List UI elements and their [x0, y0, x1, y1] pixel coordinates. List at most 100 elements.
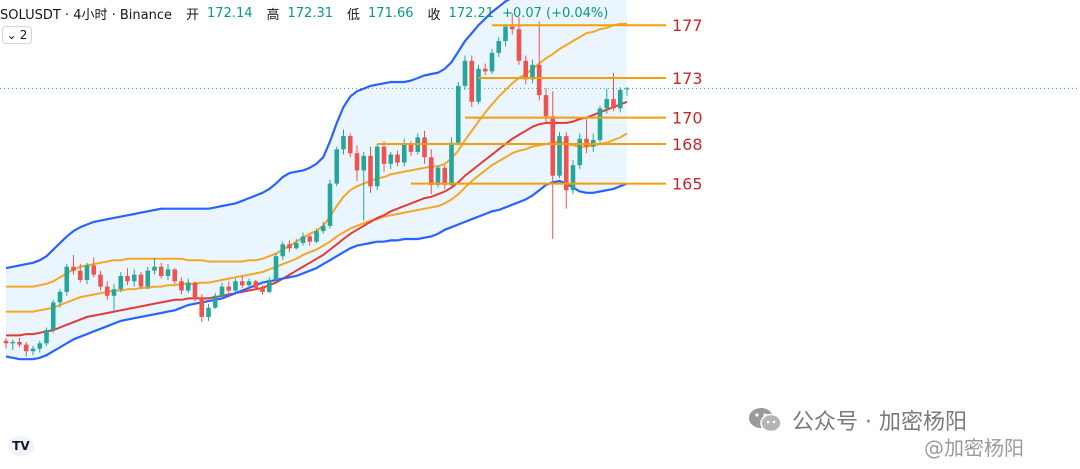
candle-body — [557, 136, 562, 176]
candle-body — [550, 116, 556, 176]
low-value: 171.66 — [368, 5, 414, 21]
candle-body — [300, 236, 306, 243]
level-label: 165 — [672, 175, 703, 194]
indicators-toggle-button[interactable]: ⌄ 2 — [2, 26, 32, 44]
candle-body — [10, 342, 16, 344]
candle-body — [368, 155, 373, 187]
candle-body — [192, 282, 198, 299]
candle-body — [320, 225, 326, 232]
symbol-legend: SOLUSDT · 4小时 · Binance 开 172.14 高 172.31 … — [0, 0, 608, 26]
candle-body — [91, 265, 97, 275]
watermark-wechat: 公众号 · 加密杨阳 — [748, 404, 967, 436]
candle-body — [206, 307, 211, 317]
candle-body — [219, 286, 225, 296]
candle-body — [523, 60, 529, 80]
candle-body — [145, 270, 151, 287]
candle-body — [226, 286, 232, 291]
high-value: 172.31 — [287, 5, 334, 21]
candle-body — [118, 276, 124, 290]
candle-body — [44, 330, 49, 344]
series-bollinger-lower — [5, 179, 628, 361]
candle-body — [381, 146, 387, 164]
close-label: 收 — [427, 7, 441, 23]
candle-body — [138, 274, 144, 287]
candle-body — [158, 266, 164, 276]
indicator-count: 2 — [19, 28, 28, 42]
candle-body — [482, 68, 488, 72]
candle-body — [30, 348, 36, 352]
candle-body — [84, 265, 90, 280]
candle-body — [77, 270, 83, 280]
logo-text: TV — [12, 439, 30, 453]
candle-body — [422, 137, 427, 158]
candle-body — [212, 295, 218, 308]
candle-body — [179, 281, 184, 291]
candle-body — [199, 298, 205, 317]
candle-body — [476, 68, 481, 102]
candle-body — [165, 269, 171, 276]
candle-body — [307, 236, 313, 242]
candle-body — [611, 99, 616, 109]
change-value: +0.07 (+0.04%) — [502, 5, 609, 21]
level-label: 177 — [672, 16, 703, 35]
bollinger-band-fill — [6, 0, 627, 360]
candle-body — [455, 85, 461, 143]
candle-body — [395, 154, 400, 163]
candle-body — [496, 41, 502, 53]
candle-body — [131, 274, 137, 282]
open-value: 172.14 — [207, 5, 253, 21]
candle-body — [509, 26, 515, 30]
candle-body — [577, 138, 583, 166]
candle-body — [266, 279, 272, 292]
candle-body — [624, 88, 630, 90]
close-value: 172.21 — [448, 5, 495, 21]
high-label: 高 — [266, 7, 280, 23]
candle-body — [469, 60, 475, 102]
candle-body — [536, 64, 542, 96]
tradingview-logo-icon[interactable]: TV — [8, 436, 34, 456]
candle-body — [327, 183, 333, 226]
candle-body — [260, 287, 265, 292]
candle-body — [280, 244, 286, 257]
candle-body — [104, 286, 110, 296]
candle-body — [449, 142, 454, 185]
candle-body — [185, 282, 191, 291]
candle-body — [361, 155, 367, 171]
candle-body — [347, 136, 353, 154]
candle-body — [172, 269, 178, 282]
candle-body — [233, 281, 238, 291]
candle-body — [530, 64, 535, 80]
candle-body — [239, 281, 245, 286]
candle-body — [98, 274, 103, 287]
wechat-icon — [749, 408, 782, 433]
candle-body — [503, 26, 508, 42]
candle-body — [516, 29, 522, 61]
candle-body — [152, 266, 157, 271]
candle-body — [3, 340, 9, 344]
watermark-text: 公众号 · 加密杨阳 — [792, 410, 967, 435]
candle-body — [17, 342, 22, 345]
candle-body — [37, 343, 43, 349]
candle-body — [597, 108, 603, 141]
candle-body — [341, 136, 346, 150]
low-label: 低 — [347, 7, 361, 23]
candle-body — [388, 154, 394, 164]
chevron-down-icon: ⌄ — [6, 28, 17, 42]
candle-body — [584, 138, 589, 147]
series-bollinger-upper — [5, 0, 511, 270]
candle-body — [354, 153, 360, 171]
level-label: 170 — [672, 109, 703, 128]
candle-body — [462, 60, 468, 86]
candle-body — [253, 281, 259, 288]
candle-body — [273, 256, 279, 280]
candle-body — [125, 276, 130, 282]
candle-body — [23, 344, 29, 352]
candle-body — [489, 52, 495, 72]
level-label: 168 — [672, 135, 703, 154]
candle-body — [246, 281, 252, 286]
symbol-title[interactable]: SOLUSDT · 4小时 · Binance — [0, 7, 172, 23]
candle-body — [563, 136, 569, 191]
open-label: 开 — [185, 7, 199, 23]
